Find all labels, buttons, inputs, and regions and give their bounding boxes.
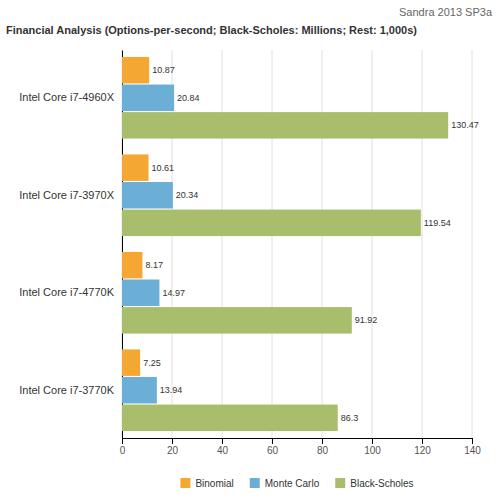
y-tick: Intel Core i7-3770K — [19, 384, 122, 396]
legend-label: Black-Scholes — [350, 478, 413, 489]
x-tick: 60 — [267, 438, 279, 456]
grid-line — [472, 50, 473, 438]
x-axis: 0 20 40 60 80 100 120 140 — [120, 438, 482, 456]
x-tick: 0 — [120, 438, 126, 456]
data-label: 91.92 — [355, 315, 378, 325]
data-label: 20.34 — [176, 190, 199, 200]
bar — [122, 280, 159, 306]
x-tick-label: 120 — [414, 445, 431, 456]
bar — [122, 307, 352, 333]
bar — [122, 182, 173, 208]
legend-swatch — [250, 478, 260, 488]
y-tick: Intel Core i7-4960X — [19, 91, 122, 103]
legend-item: Black-Scholes — [335, 478, 413, 489]
legend-item: Monte Carlo — [250, 478, 320, 489]
legend-label: Binomial — [195, 478, 233, 489]
bar — [122, 210, 421, 236]
data-label: 10.61 — [152, 163, 175, 173]
y-tick-label: Intel Core i7-3970X — [19, 189, 114, 201]
x-tick-mark — [372, 438, 373, 444]
grid — [122, 50, 472, 438]
title: Financial Analysis (Options-per-second; … — [6, 24, 417, 36]
data-label: 130.47 — [451, 120, 479, 130]
bar — [122, 349, 140, 375]
data-label: 119.54 — [424, 218, 451, 228]
data-label: 13.94 — [160, 385, 183, 395]
x-tick-label: 100 — [364, 445, 381, 456]
legend-item: Binomial — [180, 478, 233, 489]
data-label: 10.87 — [152, 65, 175, 75]
grid-line — [322, 50, 323, 438]
x-tick: 140 — [464, 438, 481, 456]
x-tick-label: 140 — [464, 445, 481, 456]
x-tick-mark — [222, 438, 223, 444]
y-tick-label: Intel Core i7-4960X — [19, 91, 114, 103]
data-label: 14.97 — [162, 288, 185, 298]
x-tick-mark — [472, 438, 473, 444]
x-tick-label: 40 — [217, 445, 229, 456]
plot-area: 020406080100120140Intel Core i7-4960XInt… — [19, 50, 481, 456]
chart-svg: Sandra 2013 SP3a Financial Analysis (Opti… — [0, 0, 500, 500]
legend-swatch — [335, 478, 345, 488]
x-tick: 20 — [167, 438, 179, 456]
legend-label: Monte Carlo — [265, 478, 320, 489]
bar — [122, 112, 448, 138]
x-tick: 100 — [364, 438, 381, 456]
x-tick-label: 60 — [267, 445, 279, 456]
y-tick-label: Intel Core i7-4770K — [19, 286, 114, 298]
grid-line — [272, 50, 273, 438]
x-tick: 120 — [414, 438, 431, 456]
legend: Binomial Monte Carlo Black-Scholes — [180, 478, 413, 489]
data-label: 7.25 — [143, 358, 161, 368]
y-tick: Intel Core i7-3970X — [19, 189, 122, 201]
bar — [122, 85, 174, 111]
bar — [122, 252, 142, 278]
y-tick-label: Intel Core i7-3770K — [19, 384, 114, 396]
x-tick-mark — [322, 438, 323, 444]
bar — [122, 57, 149, 83]
data-label: 86.3 — [341, 413, 359, 423]
y-axis: Intel Core i7-4960X Intel Core i7-3970X In… — [19, 51, 122, 439]
chart-container: Sandra 2013 SP3a Financial Analysis (Opti… — [0, 0, 500, 500]
grid-line — [422, 50, 423, 438]
x-tick-mark — [272, 438, 273, 444]
x-tick-label: 20 — [167, 445, 179, 456]
x-axis-line — [123, 439, 473, 445]
x-tick: 80 — [317, 438, 329, 456]
data-label: 20.84 — [177, 93, 200, 103]
bars — [122, 57, 448, 431]
x-tick-label: 0 — [120, 445, 126, 456]
subtitle: Sandra 2013 SP3a — [399, 6, 493, 18]
data-label: 8.17 — [145, 260, 163, 270]
y-tick: Intel Core i7-4770K — [19, 286, 122, 298]
bar — [122, 405, 338, 431]
x-tick-mark — [122, 438, 123, 444]
data-labels: 10.87 10.61 8.17 7.25 20.84 20.34 14.97 13.94 13… — [143, 65, 479, 423]
grid-line — [222, 50, 223, 438]
x-tick-label: 80 — [317, 445, 329, 456]
bar — [122, 377, 157, 403]
grid-line — [372, 50, 373, 438]
x-tick: 40 — [217, 438, 229, 456]
x-tick-mark — [172, 438, 173, 444]
legend-swatch — [180, 478, 190, 488]
bar — [122, 154, 149, 180]
x-tick-mark — [422, 438, 423, 444]
